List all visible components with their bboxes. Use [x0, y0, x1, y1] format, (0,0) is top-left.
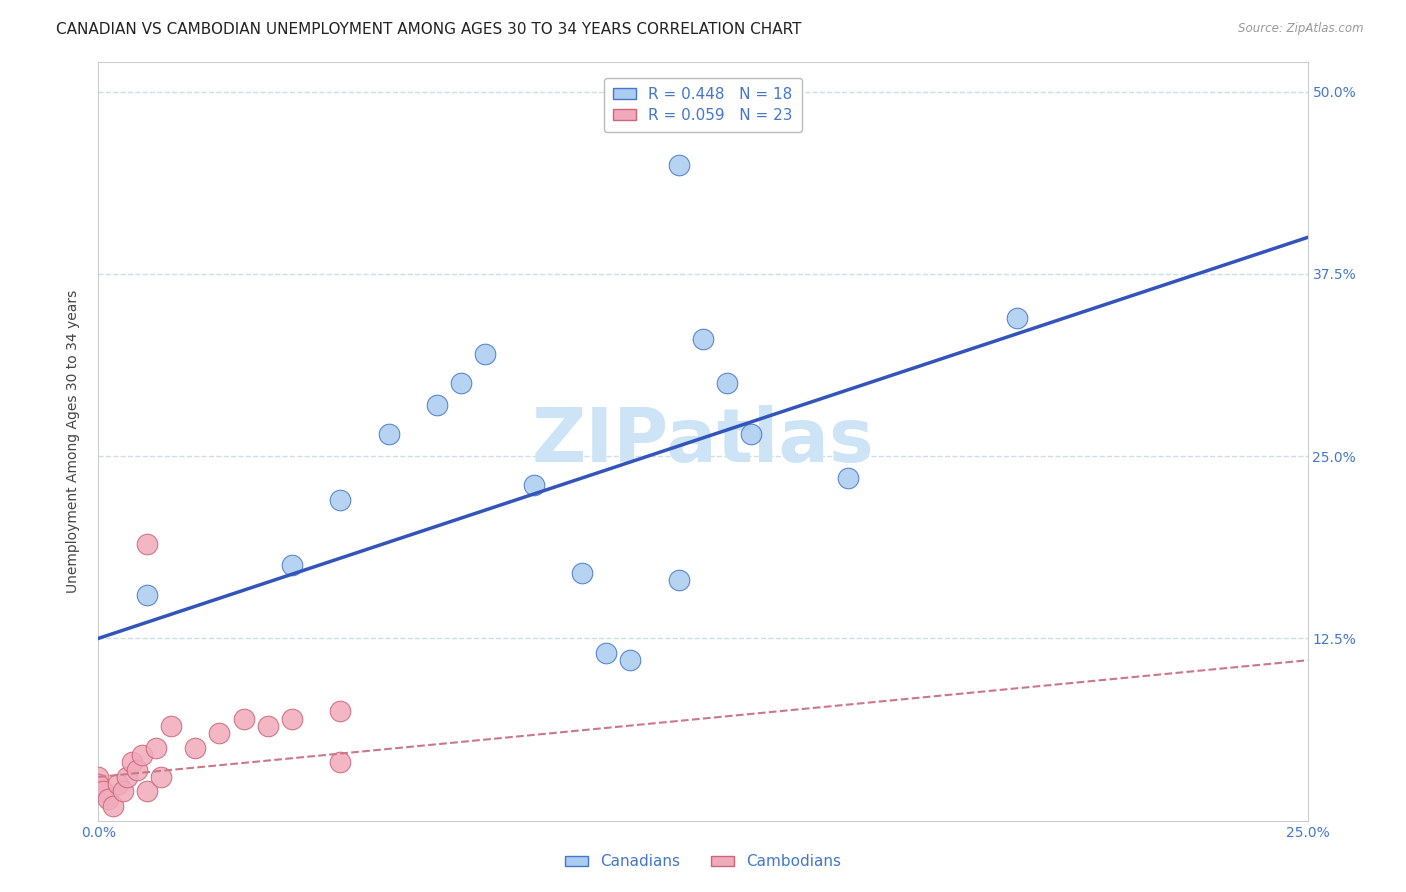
- Point: [127, 763, 149, 777]
- Point: [107, 777, 129, 791]
- Point: [150, 770, 173, 784]
- Point: [232, 712, 254, 726]
- Text: ZIPatlas: ZIPatlas: [531, 405, 875, 478]
- Text: CANADIAN VS CAMBODIAN UNEMPLOYMENT AMONG AGES 30 TO 34 YEARS CORRELATION CHART: CANADIAN VS CAMBODIAN UNEMPLOYMENT AMONG…: [56, 22, 801, 37]
- Point: [101, 799, 124, 814]
- Point: [135, 536, 157, 550]
- Point: [135, 784, 157, 798]
- Point: [692, 333, 714, 347]
- Legend: R = 0.448   N = 18, R = 0.059   N = 23: R = 0.448 N = 18, R = 0.059 N = 23: [605, 78, 801, 132]
- Point: [595, 646, 617, 660]
- Point: [619, 653, 641, 667]
- Point: [91, 784, 114, 798]
- Point: [111, 784, 134, 798]
- Point: [740, 427, 762, 442]
- Point: [329, 704, 352, 718]
- Point: [117, 770, 139, 784]
- Point: [450, 376, 472, 391]
- Point: [716, 376, 738, 391]
- Point: [97, 791, 120, 805]
- Point: [571, 566, 593, 580]
- Y-axis label: Unemployment Among Ages 30 to 34 years: Unemployment Among Ages 30 to 34 years: [66, 290, 80, 593]
- Point: [145, 740, 167, 755]
- Point: [281, 558, 304, 573]
- Point: [87, 777, 110, 791]
- Point: [256, 719, 278, 733]
- Point: [131, 747, 153, 762]
- Point: [377, 427, 399, 442]
- Point: [121, 756, 143, 770]
- Point: [523, 478, 546, 492]
- Point: [135, 588, 157, 602]
- Point: [474, 347, 496, 361]
- Point: [208, 726, 231, 740]
- Legend: Canadians, Cambodians: Canadians, Cambodians: [560, 848, 846, 875]
- Point: [837, 471, 859, 485]
- Point: [1007, 310, 1029, 325]
- Point: [329, 756, 352, 770]
- Point: [329, 492, 352, 507]
- Text: Source: ZipAtlas.com: Source: ZipAtlas.com: [1239, 22, 1364, 36]
- Point: [426, 398, 449, 412]
- Point: [668, 157, 690, 171]
- Point: [160, 719, 183, 733]
- Point: [281, 712, 304, 726]
- Point: [184, 740, 207, 755]
- Point: [87, 770, 110, 784]
- Point: [668, 573, 690, 587]
